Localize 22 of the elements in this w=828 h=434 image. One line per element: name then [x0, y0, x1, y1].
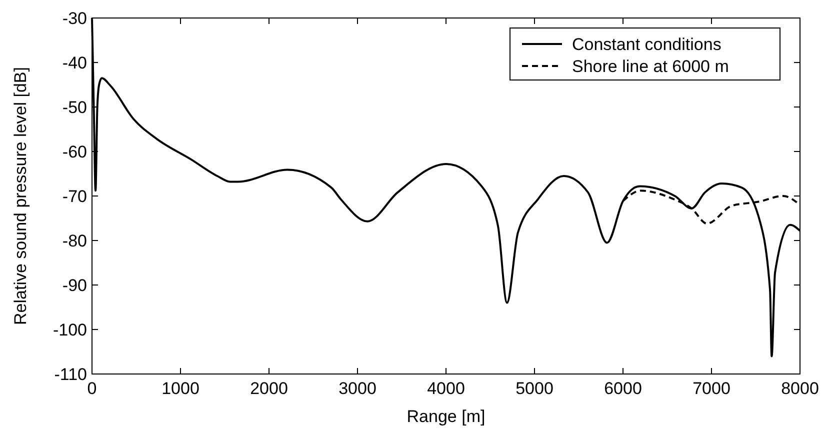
- y-tick-label: -30: [62, 9, 87, 28]
- x-tick-label: 3000: [338, 379, 376, 398]
- legend-label: Constant conditions: [572, 35, 722, 54]
- x-tick-label: 2000: [250, 379, 288, 398]
- y-tick-label: -90: [62, 276, 87, 295]
- y-tick-label: -80: [62, 232, 87, 250]
- y-tick-label: -100: [52, 320, 87, 340]
- x-tick-label: 6000: [604, 379, 642, 398]
- x-tick-label: 4000: [427, 379, 465, 398]
- x-tick-label: 1000: [162, 379, 200, 398]
- legend-label: Shore line at 6000 m: [572, 57, 729, 76]
- y-tick-label: -110: [54, 365, 87, 384]
- y-tick-label: -40: [62, 54, 87, 72]
- x-tick-label: 8000: [781, 379, 819, 398]
- y-tick-label: -70: [62, 187, 87, 206]
- y-axis-title: Relative sound pressure level [dB]: [11, 67, 30, 325]
- x-tick-label: 5000: [516, 379, 554, 398]
- x-axis-title: Range [m]: [406, 407, 486, 426]
- y-tick-label: -60: [62, 142, 87, 162]
- x-tick-label: 0: [87, 379, 97, 398]
- x-tick-label: 7000: [692, 379, 730, 398]
- y-tick-label: -50: [62, 98, 87, 117]
